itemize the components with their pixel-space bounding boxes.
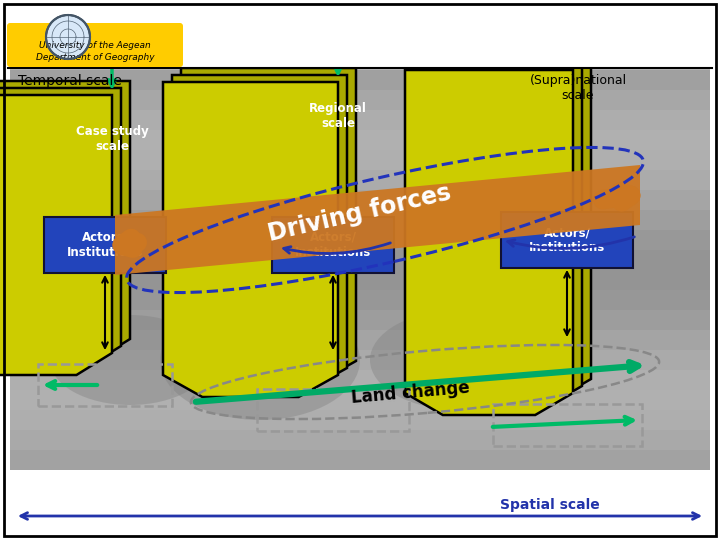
FancyBboxPatch shape: [7, 23, 183, 67]
Bar: [10, 310, 710, 330]
Text: (Supra)national
scale: (Supra)national scale: [529, 74, 626, 102]
FancyBboxPatch shape: [44, 217, 166, 273]
Text: Case study
scale: Case study scale: [76, 125, 148, 153]
Text: Temporal scale: Temporal scale: [18, 74, 122, 88]
Bar: [10, 190, 710, 210]
FancyBboxPatch shape: [501, 212, 633, 268]
Bar: [10, 130, 710, 150]
Circle shape: [46, 15, 90, 59]
Bar: [10, 65, 710, 470]
Polygon shape: [423, 56, 591, 401]
Bar: [10, 430, 710, 450]
Polygon shape: [0, 95, 112, 375]
Polygon shape: [405, 70, 573, 415]
Text: University of the Aegean: University of the Aegean: [39, 40, 151, 50]
Text: Department of Geography: Department of Geography: [36, 52, 154, 62]
Polygon shape: [414, 63, 582, 408]
Polygon shape: [181, 68, 356, 383]
Polygon shape: [163, 82, 338, 397]
Polygon shape: [0, 88, 121, 368]
Bar: [10, 230, 710, 250]
Text: Land change: Land change: [350, 379, 470, 407]
Ellipse shape: [370, 310, 550, 410]
Text: Driving forces: Driving forces: [266, 180, 454, 246]
Bar: [10, 270, 710, 290]
Bar: [0, 470, 720, 540]
Polygon shape: [115, 165, 640, 275]
Ellipse shape: [160, 300, 360, 420]
Bar: [10, 110, 710, 130]
Bar: [10, 70, 710, 90]
Bar: [10, 370, 710, 390]
Bar: [10, 390, 710, 410]
Text: Actors/
Institutions: Actors/ Institutions: [529, 226, 605, 254]
FancyBboxPatch shape: [272, 217, 394, 273]
Bar: [10, 350, 710, 370]
Text: Spatial scale: Spatial scale: [500, 498, 600, 512]
Bar: [0, 0, 720, 68]
Text: Regional
scale: Regional scale: [309, 102, 367, 130]
Bar: [10, 250, 710, 270]
Bar: [10, 290, 710, 310]
Bar: [10, 450, 710, 470]
Text: Actors/
Institutions: Actors/ Institutions: [295, 231, 371, 259]
Bar: [10, 170, 710, 190]
Bar: [10, 210, 710, 230]
Bar: [10, 150, 710, 170]
Polygon shape: [172, 75, 347, 390]
Ellipse shape: [50, 315, 210, 405]
Bar: [10, 410, 710, 430]
Text: Actors/
Institutions: Actors/ Institutions: [67, 231, 143, 259]
Polygon shape: [0, 81, 130, 361]
Bar: [10, 330, 710, 350]
Bar: [10, 90, 710, 110]
